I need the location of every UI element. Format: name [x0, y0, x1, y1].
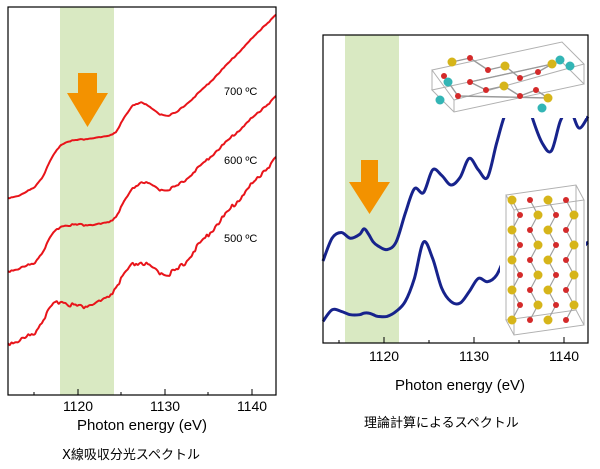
- left-highlight-band: [60, 7, 114, 395]
- left-tick-label-1120: 1120: [63, 398, 93, 414]
- left-series-line-1: [7, 13, 277, 200]
- right-x-ticks: [338, 337, 565, 343]
- right-tick-label-1120: 1120: [369, 348, 399, 364]
- right-caption: 理論計算によるスペクトル: [364, 416, 519, 431]
- left-series-line-2: [7, 95, 277, 273]
- label-500c: 500 ºC: [224, 233, 257, 245]
- label-600c: 600 ºC: [224, 155, 257, 167]
- right-tick-label-1130: 1130: [459, 348, 489, 364]
- left-series-group: [7, 13, 277, 347]
- right-series-line-1: [321, 88, 590, 262]
- left-x-ticks: [33, 389, 253, 395]
- left-caption: X線吸収分光スペクトル: [62, 448, 200, 463]
- structure-image-top: [426, 36, 586, 118]
- left-tick-label-1140: 1140: [237, 398, 267, 414]
- right-down-arrow-icon: [349, 160, 390, 214]
- right-tick-label-1140: 1140: [549, 348, 579, 364]
- right-plot-frame: [322, 34, 589, 344]
- left-series-line-3: [7, 156, 277, 347]
- left-plot-frame: [7, 6, 277, 396]
- label-700c: 700 ºC: [224, 86, 257, 98]
- left-down-arrow-icon: [67, 73, 108, 127]
- structure-image-bottom: [500, 182, 586, 342]
- left-tick-label-1130: 1130: [150, 398, 180, 414]
- right-x-axis-label: Photon energy (eV): [395, 377, 525, 394]
- left-panel: 1120 1130 1140 Photon energy (eV) 700 ºC…: [7, 6, 277, 434]
- left-x-axis-label: Photon energy (eV): [77, 417, 207, 434]
- right-panel: 1120 1130 1140 Photon energy (eV): [321, 34, 590, 394]
